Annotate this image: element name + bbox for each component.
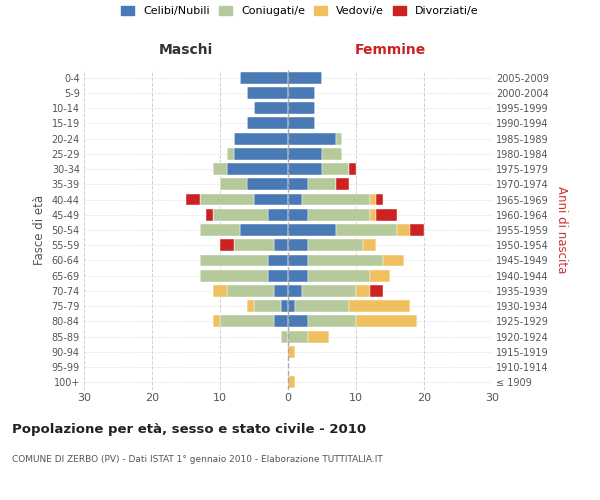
Bar bbox=[383, 254, 404, 266]
Bar bbox=[274, 240, 288, 251]
Bar bbox=[247, 87, 288, 99]
Text: Popolazione per età, sesso e stato civile - 2010: Popolazione per età, sesso e stato civil… bbox=[12, 422, 366, 436]
Bar bbox=[206, 209, 213, 220]
Bar bbox=[227, 148, 233, 160]
Bar bbox=[335, 132, 343, 144]
Bar bbox=[200, 270, 268, 281]
Bar bbox=[288, 102, 315, 114]
Bar bbox=[322, 163, 349, 175]
Bar bbox=[200, 194, 254, 205]
Bar bbox=[288, 178, 308, 190]
Bar bbox=[335, 178, 349, 190]
Bar bbox=[274, 316, 288, 328]
Bar bbox=[288, 132, 335, 144]
Bar bbox=[288, 194, 302, 205]
Bar bbox=[356, 316, 417, 328]
Bar bbox=[288, 254, 308, 266]
Bar bbox=[220, 178, 247, 190]
Bar bbox=[410, 224, 424, 236]
Bar bbox=[308, 240, 363, 251]
Bar bbox=[308, 178, 335, 190]
Bar bbox=[281, 300, 288, 312]
Bar bbox=[213, 285, 227, 297]
Bar bbox=[302, 194, 370, 205]
Bar bbox=[241, 224, 288, 236]
Bar bbox=[308, 254, 383, 266]
Y-axis label: Fasce di età: Fasce di età bbox=[33, 195, 46, 265]
Bar bbox=[308, 270, 370, 281]
Bar bbox=[370, 194, 376, 205]
Bar bbox=[268, 209, 288, 220]
Bar bbox=[213, 209, 268, 220]
Bar bbox=[233, 148, 288, 160]
Bar bbox=[186, 194, 200, 205]
Bar bbox=[254, 194, 288, 205]
Bar bbox=[349, 163, 356, 175]
Bar bbox=[220, 316, 274, 328]
Text: Femmine: Femmine bbox=[355, 44, 425, 58]
Bar bbox=[213, 163, 227, 175]
Bar bbox=[288, 300, 295, 312]
Bar bbox=[288, 346, 295, 358]
Bar bbox=[308, 316, 356, 328]
Bar bbox=[227, 285, 274, 297]
Bar bbox=[288, 224, 335, 236]
Bar bbox=[247, 300, 254, 312]
Bar bbox=[200, 224, 241, 236]
Bar bbox=[288, 163, 322, 175]
Bar bbox=[288, 270, 308, 281]
Bar bbox=[288, 209, 308, 220]
Bar bbox=[302, 285, 356, 297]
Bar bbox=[241, 72, 288, 84]
Legend: Celibi/Nubili, Coniugati/e, Vedovi/e, Divorziati/e: Celibi/Nubili, Coniugati/e, Vedovi/e, Di… bbox=[121, 6, 479, 16]
Bar bbox=[322, 148, 343, 160]
Bar bbox=[247, 118, 288, 130]
Y-axis label: Anni di nascita: Anni di nascita bbox=[556, 186, 568, 274]
Bar bbox=[200, 254, 268, 266]
Bar bbox=[254, 102, 288, 114]
Bar bbox=[370, 285, 383, 297]
Bar bbox=[376, 194, 383, 205]
Bar bbox=[356, 285, 370, 297]
Text: COMUNE DI ZERBO (PV) - Dati ISTAT 1° gennaio 2010 - Elaborazione TUTTITALIA.IT: COMUNE DI ZERBO (PV) - Dati ISTAT 1° gen… bbox=[12, 455, 383, 464]
Bar bbox=[281, 330, 288, 342]
Bar bbox=[308, 209, 370, 220]
Bar bbox=[295, 300, 349, 312]
Bar bbox=[397, 224, 410, 236]
Bar bbox=[220, 240, 233, 251]
Bar bbox=[349, 300, 410, 312]
Bar bbox=[233, 132, 288, 144]
Bar bbox=[268, 270, 288, 281]
Bar bbox=[288, 285, 302, 297]
Text: Maschi: Maschi bbox=[159, 44, 213, 58]
Bar bbox=[308, 330, 329, 342]
Bar bbox=[227, 163, 288, 175]
Bar bbox=[288, 118, 315, 130]
Bar bbox=[254, 300, 281, 312]
Bar bbox=[288, 72, 322, 84]
Bar bbox=[376, 209, 397, 220]
Bar bbox=[335, 224, 397, 236]
Bar bbox=[288, 87, 315, 99]
Bar bbox=[274, 285, 288, 297]
Bar bbox=[288, 316, 308, 328]
Bar bbox=[370, 209, 376, 220]
Bar bbox=[288, 376, 295, 388]
Bar bbox=[288, 148, 322, 160]
Bar bbox=[363, 240, 376, 251]
Bar bbox=[233, 240, 274, 251]
Bar bbox=[288, 330, 308, 342]
Bar bbox=[247, 178, 288, 190]
Bar bbox=[268, 254, 288, 266]
Bar bbox=[213, 316, 220, 328]
Bar bbox=[288, 240, 308, 251]
Bar bbox=[370, 270, 390, 281]
